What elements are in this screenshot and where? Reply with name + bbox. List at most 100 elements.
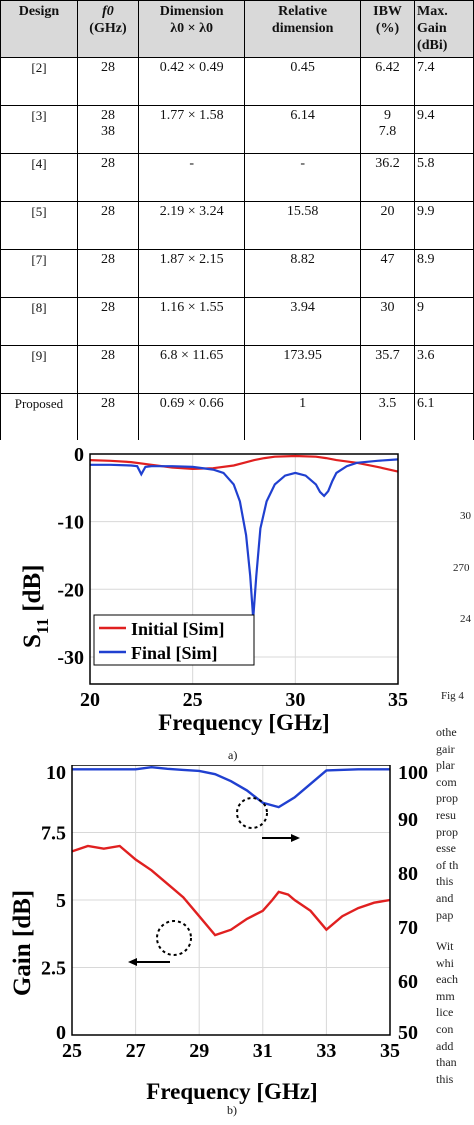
design-cell: [7]: [0, 249, 78, 298]
gain-cell: 9: [414, 297, 474, 346]
gain-xtick-label: 27: [126, 1040, 146, 1062]
ibw-cell: 35.7: [359, 345, 416, 394]
gain-chart: 25 27 29 31 33 35 0 2.5 5 7.5 10 50 60 70 80 90 100 Gain…: [0, 765, 474, 1110]
gain-line: [71, 844, 391, 937]
design-cell: [3]: [0, 105, 78, 154]
side-text-line: plar: [436, 758, 455, 773]
dimension-cell: 0.42 × 0.49: [138, 57, 246, 106]
side-text-line: of th: [436, 857, 459, 872]
side-text-line: con: [436, 1021, 454, 1036]
gain-cell: 7.4: [414, 57, 474, 106]
side-fig-frag: Fig 4: [441, 690, 464, 702]
ibw-cell: 3.5: [359, 393, 416, 440]
design-cell: [9]: [0, 345, 78, 394]
table-row: [9] 28 6.8 × 11.65 173.95 35.7 3.6: [0, 345, 474, 394]
gain-plot-frame: [71, 765, 391, 1036]
s11-xtick-label: 20: [80, 689, 100, 711]
design-cell: Proposed: [0, 393, 78, 440]
side-text-column-1: othe gair plar com prop resu prop esse of th this…: [436, 724, 458, 923]
design-cell: [2]: [0, 57, 78, 106]
gain-xtick-label: 35: [380, 1040, 400, 1062]
s11-xtick-label: 35: [388, 689, 408, 711]
design-cell: [5]: [0, 201, 78, 250]
relative-cell: 1: [244, 393, 361, 440]
gain-y2tick-label: 80: [398, 863, 418, 885]
table-header-row: Design f0 (GHz) Dimension λ0 × λ0 Relative…: [0, 0, 474, 58]
header-ibw: IBW (%): [359, 0, 416, 58]
dimension-cell: 1.87 × 2.15: [138, 249, 246, 298]
legend-final-label: Final [Sim]: [131, 643, 218, 663]
header-dimension: Dimension λ0 × λ0: [138, 0, 246, 58]
side-text-line: Wit: [436, 939, 454, 953]
dimension-cell: 6.8 × 11.65: [138, 345, 246, 394]
f0-cell: 28: [76, 393, 140, 440]
table-row: [7] 28 1.87 × 2.15 8.82 47 8.9: [0, 249, 474, 298]
gain-y2tick-label: 70: [398, 917, 418, 939]
caption-a: a): [228, 748, 238, 762]
side-text-line: than: [436, 1055, 457, 1070]
efficiency-line: [72, 765, 390, 809]
s11-ytick-label: 0: [74, 444, 84, 466]
side-text-line: and: [436, 890, 454, 905]
f0-cell: 28: [76, 153, 140, 202]
s11-ytick-label: -10: [57, 512, 84, 534]
side-axis-frag-2: 24: [460, 613, 471, 625]
comparison-table: Design f0 (GHz) Dimension λ0 × λ0 Relative…: [0, 0, 474, 440]
f0-cell: 28: [76, 297, 140, 346]
design-cell: [4]: [0, 153, 78, 202]
left-axis-marker-circle: [156, 920, 192, 956]
gain-xlabel: Frequency [GHz]: [146, 1079, 317, 1104]
side-text-line: mm: [436, 988, 455, 1003]
f0-cell: 28: [76, 249, 140, 298]
left-arrow-head: [128, 958, 137, 966]
dimension-cell: 1.77 × 1.58: [138, 105, 246, 154]
gain-xtick-label: 31: [253, 1040, 273, 1062]
gain-y2tick-label: 50: [398, 1022, 418, 1044]
gain-xtick-label: 33: [316, 1040, 336, 1062]
side-text-line: this: [436, 874, 454, 889]
relative-cell: 8.82: [244, 249, 361, 298]
side-text-line: prop: [436, 824, 458, 839]
table-row: [3] 28 38 1.77 × 1.58 6.14 9 7.8 9.4: [0, 105, 474, 154]
gain-cell: 9.4: [414, 105, 474, 154]
ibw-cell: 9 7.8: [359, 105, 416, 154]
gain-ylabel: Gain [dB]: [9, 890, 36, 996]
gain-ytick-label: 5: [56, 890, 66, 912]
dimension-cell: -: [138, 153, 246, 202]
f0-cell: 28 38: [76, 105, 140, 154]
f0-cell: 28: [76, 345, 140, 394]
header-max-gain: Max. Gain (dBi): [414, 0, 474, 58]
s11-xlabel: Frequency [GHz]: [158, 710, 329, 735]
design-cell: [8]: [0, 297, 78, 346]
table-row: Proposed 28 0.69 × 0.66 1 3.5 6.1: [0, 393, 474, 440]
side-axis-frag-1: 270: [453, 562, 470, 574]
side-axis-frag-0: 30: [460, 510, 471, 522]
side-text-line: esse: [436, 841, 456, 856]
header-f0: f0 (GHz): [76, 0, 140, 58]
gain-cell: 8.9: [414, 249, 474, 298]
gain-cell: 5.8: [414, 153, 474, 202]
gain-cell: 9.9: [414, 201, 474, 250]
relative-cell: 173.95: [244, 345, 361, 394]
side-text-line: othe: [436, 725, 457, 739]
relative-cell: 6.14: [244, 105, 361, 154]
f0-cell: 28: [76, 57, 140, 106]
side-text-line: pap: [436, 907, 454, 922]
gain-y2tick-label: 90: [398, 809, 418, 831]
gain-xtick-label: 29: [189, 1040, 209, 1062]
f0-cell: 28: [76, 201, 140, 250]
gain-y2tick-label: 100: [398, 765, 428, 784]
gain-cell: 3.6: [414, 345, 474, 394]
gain-ytick-label: 2.5: [41, 958, 66, 980]
side-text-line: each: [436, 972, 458, 987]
s11-xtick-label: 25: [183, 689, 203, 711]
table-row: [2] 28 0.42 × 0.49 0.45 6.42 7.4: [0, 57, 474, 106]
dimension-cell: 0.69 × 0.66: [138, 393, 246, 440]
s11-final-line: [90, 458, 399, 619]
s11-ytick-label: -20: [57, 579, 84, 601]
gain-xtick-label: 25: [62, 1040, 82, 1062]
dimension-cell: 1.16 × 1.55: [138, 297, 246, 346]
gain-y2tick-label: 60: [398, 971, 418, 993]
gain-annotations: [128, 797, 300, 966]
s11-initial-line: [89, 454, 399, 473]
